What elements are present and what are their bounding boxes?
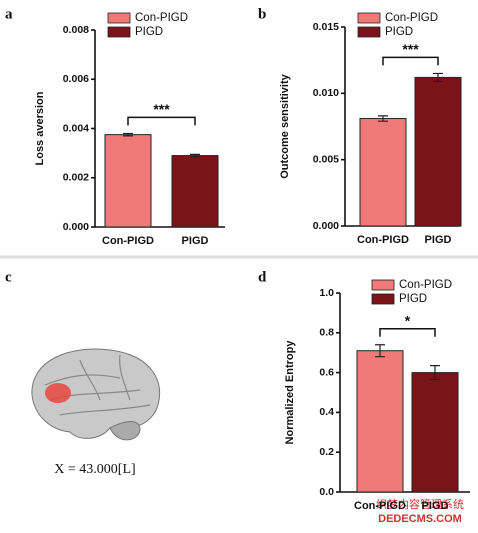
y-tick-label: 0.6 [319, 366, 334, 378]
y-tick-label: 0.000 [63, 221, 89, 233]
legend-swatch [371, 293, 395, 305]
x-tick-label: PIGD [182, 235, 209, 247]
legend-swatch [357, 26, 381, 38]
x-tick-label: PIGD [425, 234, 452, 246]
panel-label: c [5, 269, 12, 285]
y-axis-label: Outcome sensitivity [279, 73, 291, 178]
significance-label: * [405, 312, 411, 328]
y-axis-label: Normalized Entropy [284, 340, 296, 445]
y-tick-label: 0.000 [313, 220, 339, 232]
panel-label: d [258, 269, 267, 285]
watermark: DEDECMS.COM [378, 513, 462, 525]
legend-swatch [107, 26, 131, 38]
y-tick-label: 0.8 [319, 327, 334, 339]
error-bar [123, 132, 133, 137]
legend-label: PIGD [399, 293, 427, 305]
y-tick-label: 0.010 [313, 87, 339, 99]
y-tick-label: 0.002 [63, 172, 89, 184]
brain-image [31, 348, 161, 441]
error-bar [430, 365, 440, 381]
x-tick-label: Con-PIGD [357, 234, 409, 246]
legend-label: PIGD [135, 26, 163, 38]
bar [411, 372, 459, 493]
legend-swatch [371, 279, 395, 291]
y-tick-label: 0.4 [319, 406, 334, 418]
significance-bracket [382, 56, 439, 66]
bar [414, 76, 462, 227]
legend-label: PIGD [385, 26, 413, 38]
panel-label: b [258, 6, 266, 22]
watermark: 织梦内容管理系统 [376, 497, 464, 511]
legend-label: Con-PIGD [135, 12, 188, 24]
x-tick-label: Con-PIGD [102, 235, 154, 247]
y-tick-label: 0.015 [313, 21, 339, 33]
bar [356, 350, 404, 493]
significance-label: *** [153, 101, 170, 117]
panel-label: a [5, 6, 13, 22]
y-tick-label: 0.2 [319, 446, 334, 458]
significance-label: *** [402, 41, 419, 57]
legend-swatch [357, 12, 381, 24]
legend-label: Con-PIGD [399, 279, 452, 291]
significance-bracket [379, 327, 436, 337]
y-tick-label: 1.0 [319, 287, 334, 299]
y-tick-label: 0.0 [319, 486, 334, 498]
bar [359, 118, 407, 227]
legend-label: Con-PIGD [385, 12, 438, 24]
y-tick-label: 0.004 [63, 122, 89, 134]
bar [104, 134, 152, 228]
error-bar [375, 344, 385, 358]
brain-caption: X = 43.000[L] [54, 462, 135, 477]
y-tick-label: 0.008 [63, 24, 89, 36]
y-tick-label: 0.005 [313, 153, 339, 165]
x-tick-label: PIGD [422, 500, 449, 512]
legend-swatch [107, 12, 131, 24]
error-bar [433, 72, 443, 82]
bar [171, 155, 219, 228]
x-tick-label: Con-PIGD [354, 500, 406, 512]
significance-bracket [127, 116, 196, 126]
y-axis-label: Loss aversion [34, 91, 46, 165]
error-bar [378, 115, 388, 122]
y-tick-label: 0.006 [63, 73, 89, 85]
error-bar [190, 153, 200, 158]
